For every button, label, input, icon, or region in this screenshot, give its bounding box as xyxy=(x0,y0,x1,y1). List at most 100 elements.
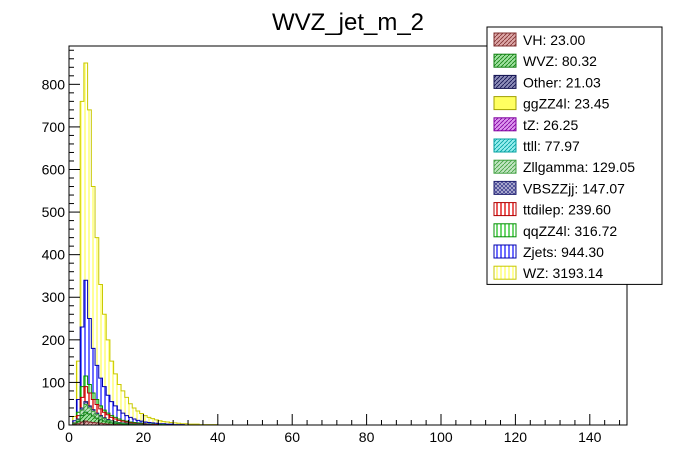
bar xyxy=(109,422,114,425)
bar xyxy=(102,386,107,425)
bar xyxy=(113,373,118,425)
legend-label: VBSZZjj: 147.07 xyxy=(523,180,625,196)
bar xyxy=(95,365,99,425)
bar xyxy=(184,423,189,425)
legend-swatch xyxy=(493,180,517,195)
bar xyxy=(143,415,148,425)
bar xyxy=(135,410,140,425)
bar xyxy=(147,417,151,425)
x-tick-label: 60 xyxy=(284,429,300,445)
series-outline xyxy=(69,411,137,426)
bar xyxy=(117,384,122,425)
legend-label: ttll: 77.97 xyxy=(523,138,580,154)
bar xyxy=(80,101,84,425)
bar xyxy=(91,186,96,425)
legend-swatch xyxy=(493,223,517,238)
legend-item: VBSZZjj: 147.07 xyxy=(493,180,625,196)
legend: VH: 23.00 WVZ: 80.32 Other: 21.03 ggZZ4l: 2… xyxy=(486,26,663,285)
bar xyxy=(128,403,133,425)
y-tick-label: 100 xyxy=(42,374,66,390)
bar xyxy=(91,422,96,425)
bar xyxy=(106,422,110,425)
legend-swatch xyxy=(493,244,517,259)
bar xyxy=(165,422,170,425)
series-outline xyxy=(69,62,219,426)
bar xyxy=(83,421,88,425)
x-tick-label: 0 xyxy=(65,429,73,445)
bar xyxy=(150,418,155,425)
legend-swatch xyxy=(493,53,517,68)
y-tick-label: 500 xyxy=(42,204,66,220)
bar xyxy=(106,395,110,425)
bar xyxy=(80,327,84,425)
legend-box xyxy=(486,26,663,285)
bar xyxy=(87,109,92,425)
y-tick-label: 600 xyxy=(42,161,66,177)
legend-swatch xyxy=(493,117,517,132)
legend-swatch xyxy=(493,138,517,153)
bar xyxy=(121,413,125,425)
legend-item: Zllgamma: 129.05 xyxy=(493,159,635,175)
legend-item: tZ: 26.25 xyxy=(493,117,578,133)
legend-item: WVZ: 80.32 xyxy=(493,53,597,69)
legend-item: ggZZ4l: 23.45 xyxy=(493,96,610,112)
legend-label: WVZ: 80.32 xyxy=(523,53,597,69)
bar xyxy=(102,314,107,425)
legend-item: VH: 23.00 xyxy=(493,32,585,48)
chart-title: WVZ_jet_m_2 xyxy=(272,9,424,36)
legend-swatch xyxy=(493,159,517,174)
legend-item: Zjets: 944.30 xyxy=(493,244,604,260)
bar xyxy=(95,237,99,425)
bar xyxy=(124,397,129,425)
legend-label: ggZZ4l: 23.45 xyxy=(523,96,610,112)
y-tick-label: 200 xyxy=(42,332,66,348)
x-tick-label: 20 xyxy=(136,429,152,445)
x-tick-label: 140 xyxy=(578,429,602,445)
bar xyxy=(139,413,144,425)
series-10 xyxy=(69,411,137,426)
bar xyxy=(87,318,92,425)
bar xyxy=(113,405,118,425)
legend-item: ttll: 77.97 xyxy=(493,138,580,154)
bar xyxy=(87,413,92,425)
bar xyxy=(121,390,125,425)
bar xyxy=(80,415,84,425)
y-tick-label: 300 xyxy=(42,289,66,305)
bar xyxy=(102,423,107,425)
y-tick-label: 700 xyxy=(42,119,66,135)
bar xyxy=(158,420,162,425)
bar xyxy=(83,412,88,425)
legend-swatch xyxy=(493,32,517,47)
bar xyxy=(109,401,114,425)
bar xyxy=(95,418,99,425)
legend-label: tZ: 26.25 xyxy=(523,117,578,133)
bar xyxy=(98,419,103,425)
bar xyxy=(128,417,133,425)
bar xyxy=(76,361,81,425)
series-0 xyxy=(69,62,219,426)
legend-label: VH: 23.00 xyxy=(523,32,585,48)
legend-item: ttdilep: 239.60 xyxy=(493,202,611,218)
legend-item: WZ: 3193.14 xyxy=(493,265,603,281)
bar xyxy=(91,348,96,425)
legend-label: Other: 21.03 xyxy=(523,74,601,90)
y-tick-label: 800 xyxy=(42,76,66,92)
legend-label: Zllgamma: 129.05 xyxy=(523,159,635,175)
histogram-bars xyxy=(69,62,219,426)
legend-swatch xyxy=(493,96,517,111)
bar xyxy=(102,421,107,425)
bar xyxy=(76,423,81,425)
legend-label: ttdilep: 239.60 xyxy=(523,202,611,218)
bar xyxy=(91,416,96,425)
x-tick-label: 120 xyxy=(504,429,528,445)
bar xyxy=(117,410,122,425)
legend-label: WZ: 3193.14 xyxy=(523,265,603,281)
x-tick-label: 100 xyxy=(429,429,453,445)
legend-swatch xyxy=(493,202,517,217)
bar xyxy=(124,415,129,425)
bar xyxy=(83,280,88,425)
x-axis: 0 20 40 60 80 100 120 140 xyxy=(65,414,621,445)
y-axis: 0 100 200 300 400 500 600 700 800 xyxy=(42,49,80,433)
bar xyxy=(173,422,177,425)
